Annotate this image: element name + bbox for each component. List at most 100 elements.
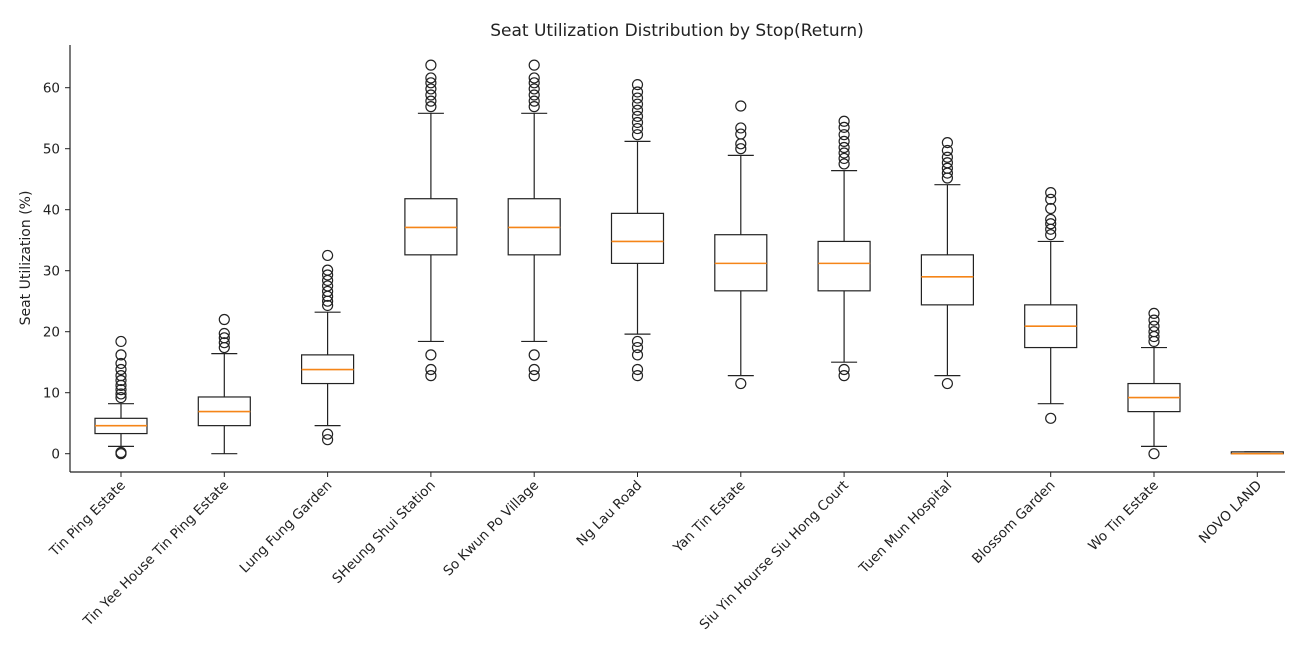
outlier-point xyxy=(115,357,127,370)
outlier-point xyxy=(528,83,540,95)
x-tick-label: NOVO LAND xyxy=(1196,478,1265,547)
outlier-point xyxy=(425,95,437,107)
x-tick-label: Wo Tin Estate xyxy=(1085,478,1162,555)
x-tick-label: Blossom Garden xyxy=(969,478,1058,567)
x-tick-label: Lung Fung Garden xyxy=(237,478,336,577)
outlier-point xyxy=(1045,412,1057,424)
outlier-point xyxy=(425,89,437,101)
outlier-point xyxy=(1045,218,1057,230)
iqr-box xyxy=(610,212,665,264)
outlier-point xyxy=(735,143,747,155)
outlier-point xyxy=(631,129,644,141)
outlier-point xyxy=(425,101,437,113)
outlier-point xyxy=(631,79,644,91)
y-tick-label: 10 xyxy=(43,386,60,402)
x-tick-label: Tuen Mun Hospital xyxy=(855,478,955,578)
outlier-point xyxy=(425,77,437,89)
outlier-point xyxy=(528,77,540,89)
outlier-point xyxy=(528,95,540,107)
outlier-point xyxy=(425,349,437,361)
outlier-point xyxy=(941,144,954,157)
outlier-point xyxy=(838,363,850,376)
iqr-box xyxy=(817,240,871,292)
outlier-point xyxy=(528,89,540,101)
outlier-point xyxy=(218,327,230,340)
outlier-point xyxy=(1148,314,1160,326)
outlier-point xyxy=(838,129,850,141)
x-tick-label: Yan Tin Estate xyxy=(670,478,749,557)
chart-title: Seat Utilization Distribution by Stop(Re… xyxy=(490,21,864,41)
outlier-point xyxy=(528,363,540,376)
outlier-point xyxy=(425,59,437,71)
outlier-point xyxy=(631,341,644,354)
outlier-point xyxy=(631,363,644,376)
outlier-point xyxy=(218,337,230,349)
outlier-point xyxy=(1045,229,1057,241)
outlier-point xyxy=(941,137,954,149)
outlier-point xyxy=(115,370,127,382)
outlier-point xyxy=(838,141,850,154)
outlier-point xyxy=(1045,187,1057,199)
outlier-point xyxy=(218,313,230,326)
outlier-point xyxy=(631,86,644,98)
outlier-point xyxy=(1148,307,1160,319)
outlier-point xyxy=(322,299,334,312)
x-tick-label: Tin Ping Estate xyxy=(46,478,129,561)
x-tick-label: SHeung Shui Station xyxy=(329,478,438,587)
outlier-point xyxy=(631,335,644,348)
outlier-point xyxy=(1148,326,1160,338)
outlier-point xyxy=(425,72,437,84)
outlier-point xyxy=(322,428,334,440)
outlier-point xyxy=(115,384,127,396)
x-tick-label: Ng Lau Road xyxy=(574,478,646,550)
outlier-point xyxy=(115,335,127,348)
outlier-point xyxy=(425,363,437,376)
x-tick-label: So Kwun Po Village xyxy=(440,478,542,580)
outlier-point xyxy=(528,101,540,113)
outlier-point xyxy=(631,104,644,116)
outlier-point xyxy=(1148,320,1160,332)
y-tick-label: 20 xyxy=(43,325,60,341)
outlier-point xyxy=(1045,202,1057,215)
outlier-point xyxy=(631,110,644,122)
outlier-point xyxy=(115,363,127,376)
y-tick-label: 0 xyxy=(51,447,60,463)
outlier-point xyxy=(425,370,437,382)
outlier-point xyxy=(941,162,954,174)
outlier-point xyxy=(528,72,540,84)
outlier-point xyxy=(322,285,334,298)
outlier-point xyxy=(838,121,850,133)
outlier-point xyxy=(941,377,954,390)
outlier-point xyxy=(735,128,747,140)
outlier-point xyxy=(941,151,954,163)
outlier-point xyxy=(528,59,540,71)
y-tick-label: 40 xyxy=(43,203,60,219)
outlier-point xyxy=(115,388,127,400)
outlier-point xyxy=(322,264,334,276)
outlier-point xyxy=(631,92,644,104)
outlier-point xyxy=(838,147,850,159)
y-tick-label: 50 xyxy=(43,142,60,158)
outlier-point xyxy=(528,349,540,361)
outlier-point xyxy=(322,280,334,292)
outlier-point xyxy=(735,122,747,134)
outlier-point xyxy=(322,269,334,281)
outlier-point xyxy=(115,446,127,459)
outlier-point xyxy=(322,249,334,262)
outlier-point xyxy=(941,157,954,169)
y-axis-label: Seat Utilization (%) xyxy=(18,191,34,326)
outlier-point xyxy=(838,115,850,127)
y-tick-label: 30 xyxy=(43,264,60,280)
outlier-point xyxy=(1045,193,1057,205)
outlier-point xyxy=(735,377,747,390)
outlier-point xyxy=(838,158,850,170)
outlier-point xyxy=(631,98,644,110)
outlier-point xyxy=(838,135,850,147)
outlier-point xyxy=(115,349,127,361)
outlier-point xyxy=(528,370,540,382)
iqr-box xyxy=(920,254,975,306)
outlier-point xyxy=(1045,213,1057,226)
outlier-point xyxy=(631,349,644,361)
